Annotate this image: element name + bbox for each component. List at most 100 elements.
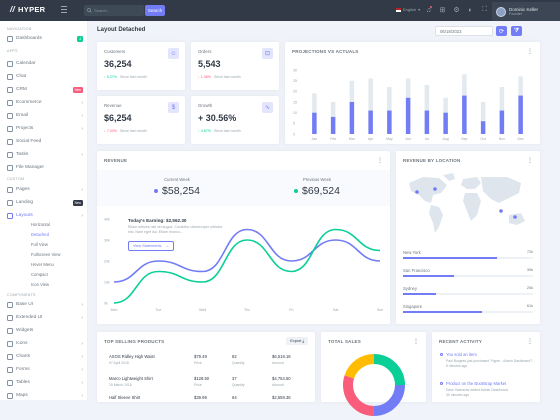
export-button[interactable]: Export ⤓ <box>286 337 308 345</box>
layouts-sub-horizontal[interactable]: Horizontal <box>31 222 50 227</box>
user-dropdown[interactable]: Dominic Keller Founder <box>492 2 560 21</box>
x-tick-label: Mon <box>111 308 118 312</box>
sidebar-item-email[interactable]: Email › <box>7 111 85 120</box>
activity-title[interactable]: Product on the Bootstrap Market <box>446 381 507 386</box>
home-icon <box>7 35 13 42</box>
chevron-down-icon: › <box>81 212 83 219</box>
sidebar-item-chat[interactable]: Chat <box>7 72 85 81</box>
sidebar-item-widgets[interactable]: Widgets <box>7 326 85 335</box>
search-input[interactable]: Search... <box>84 5 144 16</box>
price-label: Price <box>194 360 202 365</box>
widgets-icon <box>7 327 13 334</box>
product-name: Half Sleeve Shirt <box>109 395 141 400</box>
sidebar-item-file-manager[interactable]: File Manager <box>7 163 85 172</box>
table-icon <box>7 379 13 386</box>
sidebar-item-label: Ecommerce <box>16 100 42 105</box>
stat-label: Revenue <box>104 103 122 108</box>
theme-toggle-icon[interactable]: ◐ <box>468 6 473 14</box>
sidebar-item-maps[interactable]: Maps › <box>7 391 85 400</box>
product-name: ASOS Ridley High Waist <box>109 354 155 359</box>
sidebar-item-label: Email <box>16 113 28 118</box>
chevron-right-icon: › <box>81 340 83 347</box>
x-tick-label: May <box>386 137 393 141</box>
brand-logo[interactable]: //HYPER <box>10 5 46 14</box>
apps-grid-icon[interactable]: ⊞ <box>439 7 446 14</box>
actual-bar <box>312 112 317 134</box>
sidebar-item-landing[interactable]: Landing New <box>7 198 85 207</box>
layouts-sub-full-view[interactable]: Full View <box>31 242 48 247</box>
more-icon[interactable]: ⋮ <box>377 158 383 164</box>
mail-icon <box>7 112 13 119</box>
language-label: English <box>403 7 417 12</box>
layouts-sub-compact[interactable]: Compact <box>31 272 48 277</box>
layouts-sub-hover-menu[interactable]: Hover Menu <box>31 262 54 267</box>
series-line <box>113 228 381 304</box>
more-icon[interactable]: ⋮ <box>527 49 533 55</box>
refresh-button[interactable]: ⟳ <box>496 26 507 36</box>
sidebar-item-tables[interactable]: Tables › <box>7 378 85 387</box>
chevron-right-icon: › <box>81 379 83 386</box>
settings-gear-icon[interactable]: ⚙ <box>453 7 460 14</box>
chevron-down-icon: ▾ <box>418 7 421 12</box>
stat-card-customers: Customers 36,254 ↑ 5.27% Since last month… <box>97 42 185 90</box>
layouts-sub-detached[interactable]: Detached <box>31 232 49 237</box>
sidebar-item-crm[interactable]: CRM New <box>7 85 85 94</box>
activity-title[interactable]: You sold an item <box>446 352 477 357</box>
filter-button[interactable]: ⧩ <box>511 26 522 36</box>
crm-icon <box>7 86 13 93</box>
location-value: 39k <box>526 268 533 272</box>
sidebar-item-forms[interactable]: Forms › <box>7 365 85 374</box>
sidebar-item-label: File Manager <box>16 165 44 170</box>
dollar-icon: $ <box>168 102 179 113</box>
sidebar-item-dashboards[interactable]: Dashboards 4 <box>7 34 85 43</box>
sidebar-item-layouts[interactable]: Layouts › <box>7 211 85 220</box>
language-dropdown[interactable]: English ▾ <box>396 7 420 12</box>
sidebar-item-label: Forms <box>16 367 30 372</box>
sidebar-item-base-ui[interactable]: Base UI › <box>7 300 85 309</box>
rss-icon <box>7 138 13 145</box>
product-price: $79.49 <box>194 354 207 359</box>
layouts-sub-fullscreen-view[interactable]: Fullscreen View <box>31 252 61 257</box>
sidebar-item-extended-ui[interactable]: Extended UI › <box>7 313 85 322</box>
projection-bar <box>387 87 392 111</box>
earning-annotation: Today's Earning: $2,562.30 Etiam ultrice… <box>128 218 228 252</box>
location-bar <box>403 257 497 259</box>
x-tick-label: Nov <box>499 137 505 141</box>
date-picker[interactable]: 06/18/2023 <box>435 26 493 36</box>
sidebar-item-charts[interactable]: Charts › <box>7 352 85 361</box>
pulse-icon: ∿ <box>262 102 273 113</box>
view-statements-button[interactable]: View Statements → <box>128 241 175 252</box>
sidebar-item-pages[interactable]: Pages › <box>7 185 85 194</box>
y-tick-label: 20 <box>293 90 297 94</box>
stat-card-revenue: Revenue $6,254 ↓ 7.00% Since last month $ <box>97 96 185 144</box>
search-button[interactable]: Search <box>145 5 165 16</box>
sidebar-item-ecommerce[interactable]: Ecommerce › <box>7 98 85 107</box>
product-amount: $2,559.36 <box>272 395 291 400</box>
activity-item: Product on the Bootstrap Market Dave Gam… <box>440 381 545 398</box>
stat-since: Since last month <box>120 129 147 133</box>
sidebar-item-label: Pages <box>16 187 30 192</box>
sidebar-item-label: Base UI <box>16 302 34 307</box>
more-icon[interactable]: ⋮ <box>413 339 419 345</box>
product-qty: 82 <box>232 354 237 359</box>
notification-bell-icon[interactable]: ♫ <box>425 6 432 14</box>
more-icon[interactable]: ⋮ <box>527 158 533 164</box>
badge: New <box>72 199 83 206</box>
stat-value: $6,254 <box>104 113 132 123</box>
sidebar-item-projects[interactable]: Projects › <box>7 124 85 133</box>
projection-bar <box>462 74 467 96</box>
layouts-sub-icon-view[interactable]: Icon View <box>31 282 50 287</box>
x-tick-label: Sep <box>461 137 467 141</box>
x-tick-label: Feb <box>330 137 336 141</box>
projection-bar <box>349 80 355 102</box>
menu-toggle-icon[interactable] <box>61 6 67 13</box>
stat-card-orders: Orders 5,543 ↓ 1.08% Since last month ⊡ <box>191 42 279 90</box>
badge: 4 <box>77 35 83 42</box>
more-icon[interactable]: ⋮ <box>527 339 533 345</box>
sidebar-item-tasks[interactable]: Tasks › <box>7 150 85 159</box>
sidebar-item-label: Chat <box>16 74 27 79</box>
sidebar-item-calendar[interactable]: Calendar <box>7 59 85 68</box>
sidebar-item-icons[interactable]: Icons › <box>7 339 85 348</box>
fullscreen-icon[interactable]: ⛶ <box>482 6 487 13</box>
sidebar-item-social-feed[interactable]: Social Feed <box>7 137 85 146</box>
